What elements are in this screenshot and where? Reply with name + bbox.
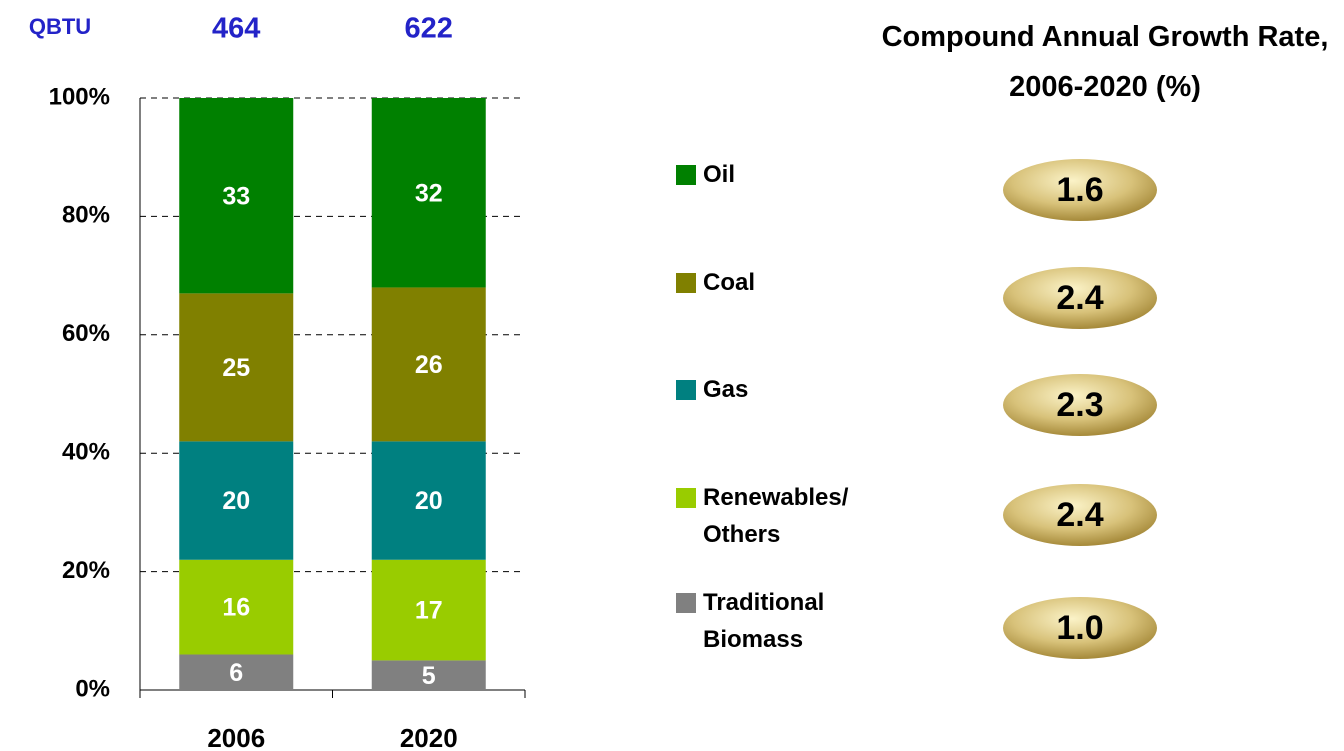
bar-segment	[371, 441, 486, 560]
cagr-ellipse	[1003, 267, 1157, 329]
data-label: 20	[415, 487, 443, 515]
cagr-label: 1.6	[1056, 171, 1103, 209]
legend-swatch	[676, 165, 696, 185]
data-label: 17	[415, 597, 443, 625]
legend-swatch	[676, 273, 696, 293]
legend-swatch	[676, 380, 696, 400]
bar-segment	[179, 654, 294, 690]
cagr-label: 2.4	[1056, 496, 1103, 534]
y-tick-label: 40%	[62, 439, 110, 466]
cagr-ellipse	[1003, 484, 1157, 546]
y-tick-label: 60%	[62, 320, 110, 347]
data-label: 6	[229, 659, 243, 687]
legend-label: Coal	[703, 269, 756, 296]
data-label: 26	[415, 351, 443, 379]
bar-segment	[371, 287, 486, 442]
cagr-label: 2.4	[1056, 279, 1103, 317]
legend-label: Oil	[703, 161, 736, 188]
bar-segment	[371, 98, 486, 288]
data-label: 16	[222, 594, 250, 622]
legend-label: Traditional Biomass	[703, 589, 825, 653]
total-label: 622	[405, 13, 453, 45]
x-tick-label: 2020	[400, 723, 458, 751]
y-tick-label: 0%	[75, 675, 110, 702]
bar-segment	[179, 293, 294, 442]
data-label: 20	[222, 487, 250, 515]
data-label: 33	[222, 182, 250, 210]
bar-segment	[371, 660, 486, 690]
legend-label: Renewables/ Others	[703, 484, 849, 548]
bar-segment	[179, 559, 294, 655]
y-tick-label: 20%	[62, 557, 110, 584]
cagr-label: 1.0	[1056, 609, 1103, 647]
bar-segment	[179, 98, 294, 294]
cagr-title: Compound Annual Growth Rate, 2006-2020 (…	[881, 21, 1329, 103]
y-tick-label: 80%	[62, 202, 110, 229]
cagr-label: 2.3	[1056, 386, 1103, 424]
y-tick-label: 100%	[49, 83, 110, 110]
unit-label: QBTU	[29, 14, 91, 39]
total-label: 464	[212, 13, 260, 45]
cagr-ellipse	[1003, 374, 1157, 436]
legend-swatch	[676, 488, 696, 508]
data-label: 32	[415, 179, 443, 207]
bar-segment	[179, 441, 294, 560]
x-tick-label: 2006	[207, 723, 265, 751]
data-label: 5	[422, 662, 436, 690]
cagr-ellipse	[1003, 597, 1157, 659]
legend-swatch	[676, 593, 696, 613]
cagr-ellipse	[1003, 159, 1157, 221]
legend-label: Gas	[703, 376, 749, 403]
bar-segment	[371, 559, 486, 661]
data-label: 25	[222, 354, 250, 382]
